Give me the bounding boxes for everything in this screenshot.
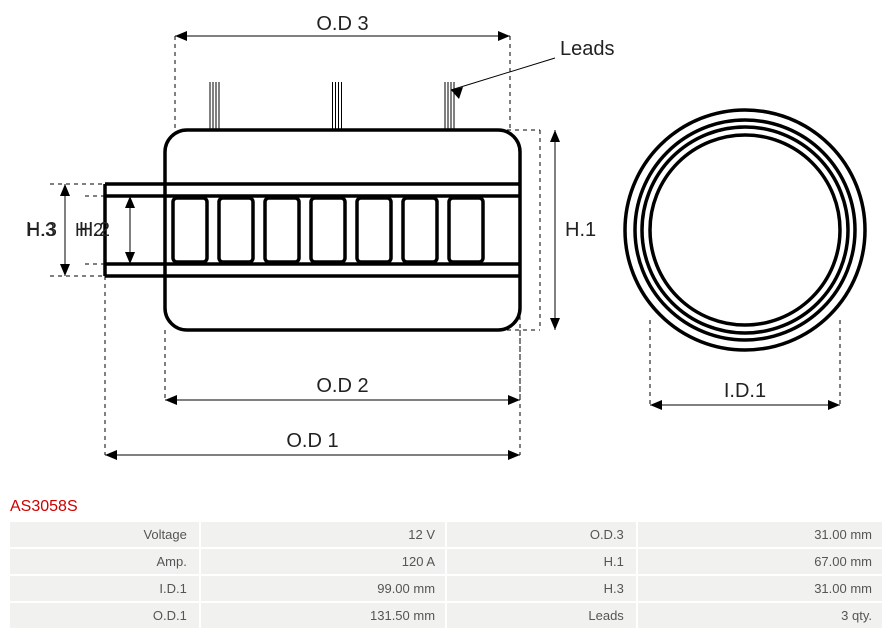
- spec-value: 120 A: [201, 549, 445, 574]
- spec-value: 31.00 mm: [638, 522, 882, 547]
- spec-value: 31.00 mm: [638, 576, 882, 601]
- diagram-svg: LeadsO.D 3O.D 2O.D 1H.1H.2H.2H.3H.3I.D.1: [0, 0, 892, 495]
- table-row: Voltage12 VO.D.331.00 mm: [10, 522, 882, 547]
- part-number-title: AS3058S: [10, 498, 78, 516]
- spec-table: Voltage12 VO.D.331.00 mmAmp.120 AH.167.0…: [8, 520, 884, 630]
- svg-text:O.D 2: O.D 2: [316, 375, 368, 397]
- table-row: I.D.199.00 mmH.331.00 mm: [10, 576, 882, 601]
- spec-label: H.3: [447, 576, 636, 601]
- spec-value: 99.00 mm: [201, 576, 445, 601]
- spec-label: H.1: [447, 549, 636, 574]
- spec-value: 67.00 mm: [638, 549, 882, 574]
- svg-text:H.1: H.1: [565, 219, 596, 241]
- spec-label: O.D.3: [447, 522, 636, 547]
- spec-label: Voltage: [10, 522, 199, 547]
- table-row: O.D.1131.50 mmLeads3 qty.: [10, 603, 882, 628]
- svg-text:Leads: Leads: [560, 38, 615, 60]
- svg-text:O.D 1: O.D 1: [286, 430, 338, 452]
- spec-label: Amp.: [10, 549, 199, 574]
- spec-label: O.D.1: [10, 603, 199, 628]
- table-row: Amp.120 AH.167.00 mm: [10, 549, 882, 574]
- svg-text:O.D 3: O.D 3: [316, 13, 368, 35]
- spec-value: 3 qty.: [638, 603, 882, 628]
- svg-text:H.3: H.3: [27, 220, 55, 240]
- spec-value: 131.50 mm: [201, 603, 445, 628]
- svg-text:I.D.1: I.D.1: [724, 380, 766, 402]
- technical-diagram: LeadsO.D 3O.D 2O.D 1H.1H.2H.2H.3H.3I.D.1: [0, 0, 892, 495]
- spec-label: I.D.1: [10, 576, 199, 601]
- spec-value: 12 V: [201, 522, 445, 547]
- spec-label: Leads: [447, 603, 636, 628]
- svg-text:H.2: H.2: [75, 220, 103, 240]
